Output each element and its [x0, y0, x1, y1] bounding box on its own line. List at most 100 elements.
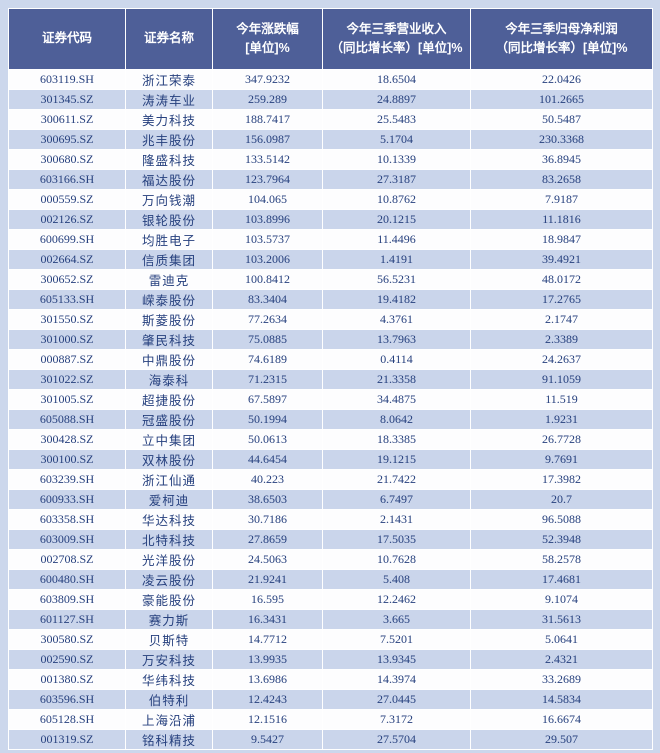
cell-security-code: 603596.SH [8, 689, 126, 710]
cell-q3-profit-growth: 7.9187 [470, 189, 653, 210]
table-row: 300611.SZ 美力科技 188.7417 25.5483 50.5487 [8, 109, 653, 130]
cell-security-name: 立中集团 [125, 429, 213, 450]
cell-ytd-change: 50.0613 [212, 429, 323, 450]
cell-security-name: 万向钱潮 [125, 189, 213, 210]
cell-q3-profit-growth: 1.9231 [470, 409, 653, 430]
table-row: 603809.SH 豪能股份 16.595 12.2462 9.1074 [8, 589, 653, 610]
cell-ytd-change: 50.1994 [212, 409, 323, 430]
table-row: 600699.SH 均胜电子 103.5737 11.4496 18.9847 [8, 229, 653, 250]
cell-ytd-change: 71.2315 [212, 369, 323, 390]
cell-security-name: 赛力斯 [125, 609, 213, 630]
cell-q3-profit-growth: 2.3389 [470, 329, 653, 350]
cell-q3-revenue-growth: 10.8762 [322, 189, 471, 210]
cell-q3-revenue-growth: 56.5231 [322, 269, 471, 290]
cell-q3-profit-growth: 39.4921 [470, 249, 653, 270]
cell-ytd-change: 347.9232 [212, 69, 323, 90]
cell-ytd-change: 156.0987 [212, 129, 323, 150]
cell-security-code: 300680.SZ [8, 149, 126, 170]
cell-q3-profit-growth: 58.2578 [470, 549, 653, 570]
cell-ytd-change: 103.8996 [212, 209, 323, 230]
table-row: 603358.SH 华达科技 30.7186 2.1431 96.5088 [8, 509, 653, 530]
cell-security-name: 上海沿浦 [125, 709, 213, 730]
col-header-code: 证券代码 [8, 8, 126, 70]
cell-security-name: 北特科技 [125, 529, 213, 550]
cell-q3-revenue-growth: 10.1339 [322, 149, 471, 170]
cell-q3-revenue-growth: 21.7422 [322, 469, 471, 490]
cell-security-code: 300695.SZ [8, 129, 126, 150]
cell-q3-revenue-growth: 3.665 [322, 609, 471, 630]
table-row: 301022.SZ 海泰科 71.2315 21.3358 91.1059 [8, 369, 653, 390]
cell-security-code: 001380.SZ [8, 669, 126, 690]
cell-ytd-change: 100.8412 [212, 269, 323, 290]
table-row: 603009.SH 北特科技 27.8659 17.5035 52.3948 [8, 529, 653, 550]
cell-q3-revenue-growth: 11.4496 [322, 229, 471, 250]
cell-security-name: 嵘泰股份 [125, 289, 213, 310]
cell-q3-revenue-growth: 27.3187 [322, 169, 471, 190]
table-body: 603119.SH 浙江荣泰 347.9232 18.6504 22.0426 … [8, 69, 653, 750]
cell-q3-profit-growth: 17.4681 [470, 569, 653, 590]
cell-q3-revenue-growth: 5.408 [322, 569, 471, 590]
table-row: 002126.SZ 银轮股份 103.8996 20.1215 11.1816 [8, 209, 653, 230]
cell-ytd-change: 9.5427 [212, 729, 323, 750]
cell-q3-profit-growth: 29.507 [470, 729, 653, 750]
cell-security-name: 福达股份 [125, 169, 213, 190]
table-row: 600480.SH 凌云股份 21.9241 5.408 17.4681 [8, 569, 653, 590]
table-row: 605133.SH 嵘泰股份 83.3404 19.4182 17.2765 [8, 289, 653, 310]
cell-security-code: 603809.SH [8, 589, 126, 610]
cell-security-code: 300652.SZ [8, 269, 126, 290]
cell-security-code: 605128.SH [8, 709, 126, 730]
table-row: 605088.SH 冠盛股份 50.1994 8.0642 1.9231 [8, 409, 653, 430]
cell-security-name: 光洋股份 [125, 549, 213, 570]
cell-security-name: 伯特利 [125, 689, 213, 710]
cell-ytd-change: 123.7964 [212, 169, 323, 190]
cell-security-name: 爱柯迪 [125, 489, 213, 510]
cell-ytd-change: 103.5737 [212, 229, 323, 250]
cell-security-name: 华纬科技 [125, 669, 213, 690]
cell-ytd-change: 38.6503 [212, 489, 323, 510]
cell-q3-profit-growth: 17.3982 [470, 469, 653, 490]
cell-security-name: 海泰科 [125, 369, 213, 390]
table-row: 300695.SZ 兆丰股份 156.0987 5.1704 230.3368 [8, 129, 653, 150]
table-row: 603166.SH 福达股份 123.7964 27.3187 83.2658 [8, 169, 653, 190]
cell-security-name: 豪能股份 [125, 589, 213, 610]
cell-q3-profit-growth: 9.1074 [470, 589, 653, 610]
cell-security-name: 双林股份 [125, 449, 213, 470]
cell-q3-revenue-growth: 17.5035 [322, 529, 471, 550]
table-header-row: 证券代码 证券名称 今年涨跌幅 [单位]% 今年三季营业收入 （同比增长率）[单… [8, 8, 653, 70]
col-header-profit-sublabel: （同比增长率）[单位]% [495, 41, 628, 55]
cell-security-code: 301000.SZ [8, 329, 126, 350]
cell-security-code: 605088.SH [8, 409, 126, 430]
cell-security-name: 中鼎股份 [125, 349, 213, 370]
cell-ytd-change: 27.8659 [212, 529, 323, 550]
cell-ytd-change: 30.7186 [212, 509, 323, 530]
table-row: 300580.SZ 贝斯特 14.7712 7.5201 5.0641 [8, 629, 653, 650]
cell-ytd-change: 75.0885 [212, 329, 323, 350]
cell-security-code: 605133.SH [8, 289, 126, 310]
cell-ytd-change: 188.7417 [212, 109, 323, 130]
cell-security-name: 兆丰股份 [125, 129, 213, 150]
cell-q3-profit-growth: 230.3368 [470, 129, 653, 150]
cell-security-code: 300611.SZ [8, 109, 126, 130]
cell-q3-revenue-growth: 34.4875 [322, 389, 471, 410]
cell-q3-revenue-growth: 13.7963 [322, 329, 471, 350]
cell-security-code: 603009.SH [8, 529, 126, 550]
cell-q3-profit-growth: 5.0641 [470, 629, 653, 650]
table-row: 300428.SZ 立中集团 50.0613 18.3385 26.7728 [8, 429, 653, 450]
cell-security-code: 300428.SZ [8, 429, 126, 450]
cell-q3-revenue-growth: 24.8897 [322, 89, 471, 110]
cell-security-name: 信质集团 [125, 249, 213, 270]
cell-security-code: 301005.SZ [8, 389, 126, 410]
cell-q3-revenue-growth: 18.3385 [322, 429, 471, 450]
cell-ytd-change: 77.2634 [212, 309, 323, 330]
cell-security-code: 600480.SH [8, 569, 126, 590]
cell-q3-profit-growth: 52.3948 [470, 529, 653, 550]
table-row: 600933.SH 爱柯迪 38.6503 6.7497 20.7 [8, 489, 653, 510]
cell-security-code: 301022.SZ [8, 369, 126, 390]
cell-q3-profit-growth: 24.2637 [470, 349, 653, 370]
col-header-code-label: 证券代码 [41, 31, 92, 46]
cell-security-name: 银轮股份 [125, 209, 213, 230]
table-row: 001319.SZ 铭科精技 9.5427 27.5704 29.507 [8, 729, 653, 750]
cell-q3-revenue-growth: 8.0642 [322, 409, 471, 430]
cell-ytd-change: 16.595 [212, 589, 323, 610]
cell-security-code: 300580.SZ [8, 629, 126, 650]
